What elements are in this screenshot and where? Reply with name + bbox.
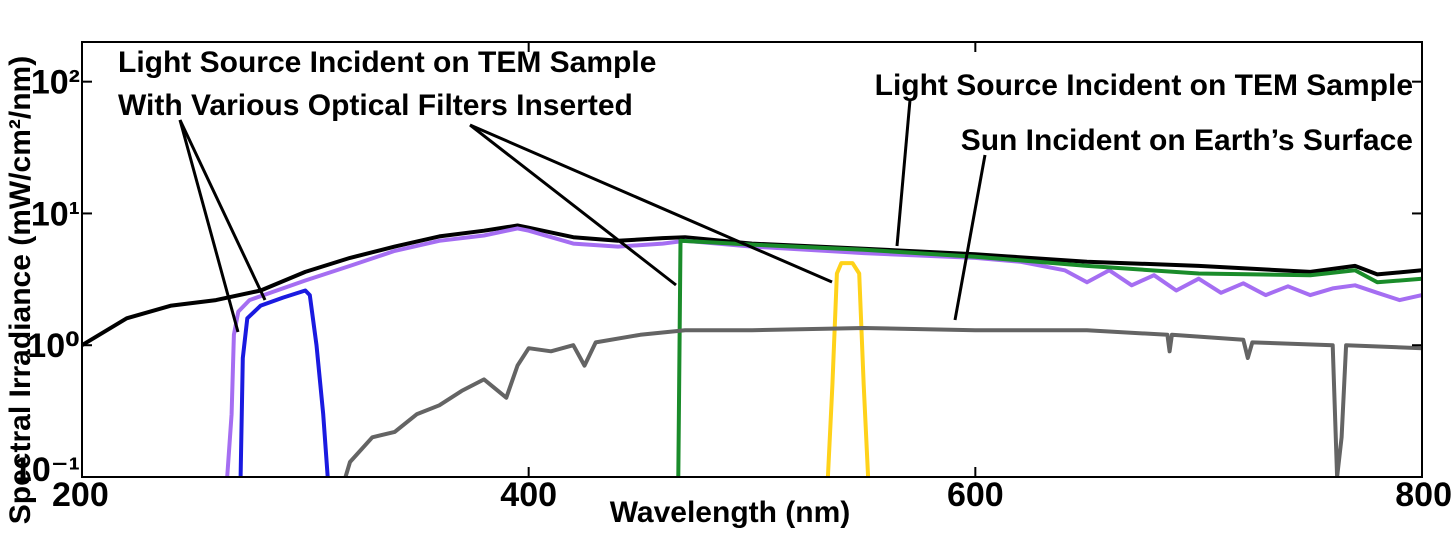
- series-line: [825, 261, 871, 477]
- x-tick-label: 600: [947, 476, 1004, 514]
- y-tick-label: 10¹: [31, 195, 80, 233]
- y-tick-label: 10⁻¹: [13, 451, 80, 489]
- annotation-arrows: [178, 99, 987, 333]
- series-line: [343, 326, 1422, 477]
- annotation: Light Source Incident on TEM Sample: [118, 46, 656, 79]
- y-axis-label: Spectral Irradiance (mW/cm²/nm): [4, 56, 37, 524]
- x-tick-label: 200: [52, 476, 109, 514]
- x-tick-label: 800: [1395, 476, 1452, 514]
- annotation: Sun Incident on Earth’s Surface: [961, 124, 1413, 157]
- x-axis-label: Wavelength (nm): [610, 496, 851, 529]
- annotation: Light Source Incident on TEM Sample: [875, 69, 1413, 102]
- series-line: [238, 288, 330, 477]
- plot-frame: [81, 41, 1423, 478]
- series-line: [225, 226, 1422, 477]
- series-line: [676, 238, 1422, 477]
- y-tick-label: 10⁰: [27, 327, 80, 365]
- y-tick-label: 10²: [31, 64, 80, 102]
- x-tick-label: 400: [500, 476, 557, 514]
- annotation: With Various Optical Filters Inserted: [118, 89, 633, 122]
- plot-area: [82, 223, 1422, 477]
